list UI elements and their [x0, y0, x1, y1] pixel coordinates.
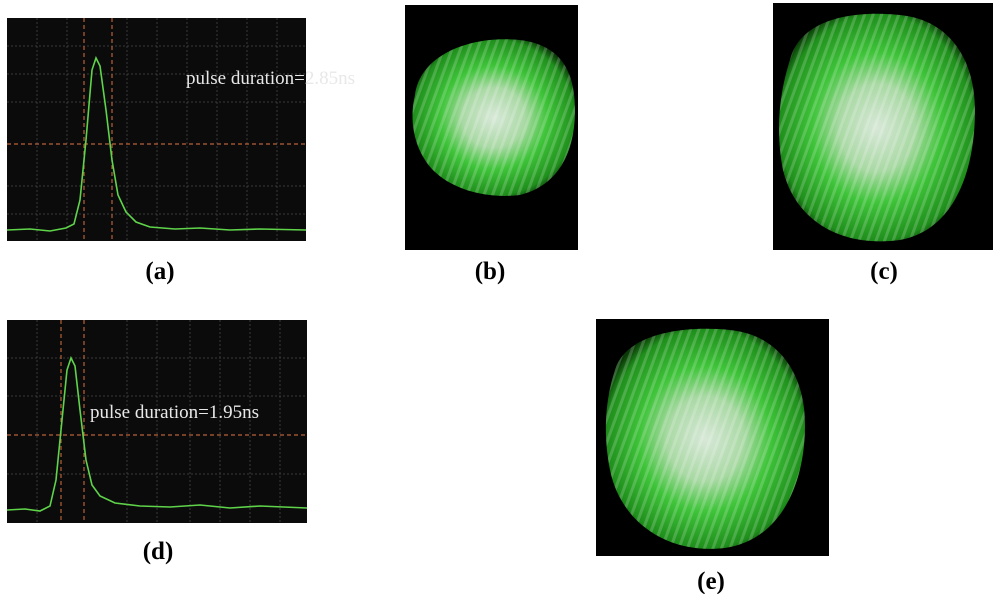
panel-label: (d): [143, 538, 174, 565]
beam-b: [405, 5, 578, 250]
scope-d: pulse duration=1.95ns: [7, 320, 307, 523]
annotation: pulse duration=2.85ns: [186, 68, 355, 89]
beam-c: [773, 3, 993, 250]
figure: pulse duration=2.85ns (a) (b) (c) pulse …: [0, 0, 1001, 594]
page: pulse duration=2.85ns (a) (b) (c) pulse …: [0, 0, 1001, 594]
scope-a: pulse duration=2.85ns: [7, 18, 355, 241]
panel-label: (e): [697, 568, 725, 594]
panel-label: (b): [475, 258, 506, 285]
panel-label: (c): [870, 258, 898, 285]
panel-label: (a): [145, 258, 174, 285]
annotation: pulse duration=1.95ns: [90, 402, 259, 423]
beam-e: [596, 319, 829, 556]
